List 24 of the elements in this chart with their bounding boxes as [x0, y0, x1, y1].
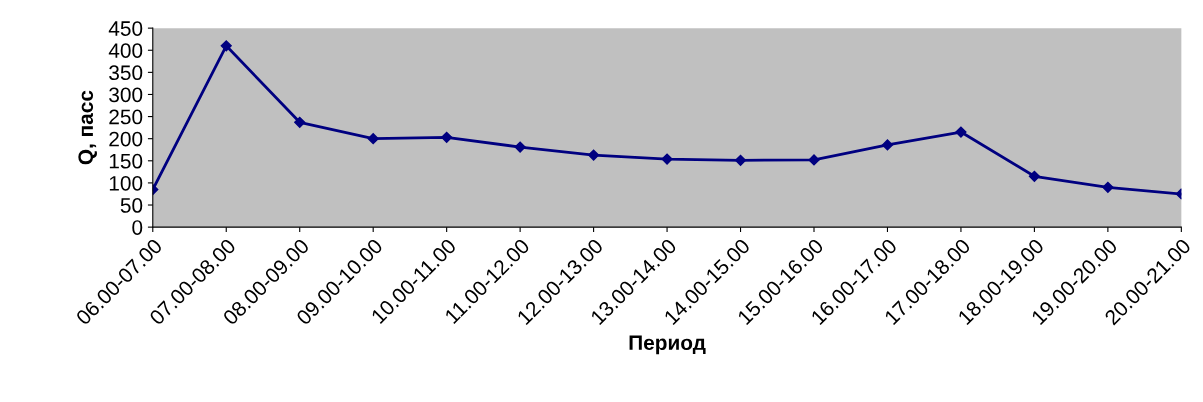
point: [294, 116, 306, 128]
point: [220, 40, 232, 52]
y-tick-label: 450: [108, 21, 143, 36]
point: [881, 139, 894, 151]
y-tick-label: 300: [109, 87, 143, 103]
point: [587, 149, 600, 161]
y-axis-title: Q, пасс: [78, 90, 97, 165]
point: [734, 154, 747, 166]
y-tick-label: 100: [109, 175, 143, 191]
y-tick-label: 0: [132, 220, 143, 235]
point: [1028, 170, 1041, 182]
point: [808, 154, 820, 166]
point: [1102, 181, 1114, 193]
y-tick-label: 250: [109, 109, 143, 125]
x-axis-title: Период: [629, 335, 706, 355]
point: [441, 131, 453, 143]
point: [955, 126, 967, 138]
y-tick-label: 150: [109, 153, 143, 169]
y-tick-label: 200: [109, 131, 143, 147]
point: [367, 133, 379, 145]
y-tick-label: 400: [108, 43, 143, 58]
y-tick-label: 50: [120, 198, 143, 213]
y-tick-label: 350: [109, 65, 143, 81]
point: [514, 141, 526, 153]
